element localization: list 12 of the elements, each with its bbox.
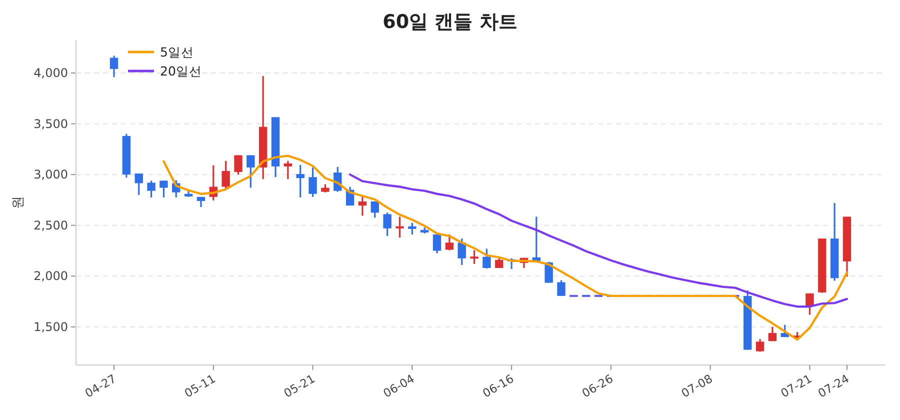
legend-label: 20일선 bbox=[160, 64, 202, 78]
ylabel: 원 bbox=[11, 196, 26, 209]
ytick: 1,500 bbox=[34, 320, 68, 334]
ytick: 2,000 bbox=[34, 269, 68, 284]
title: 60일 캔들 차트 bbox=[382, 11, 518, 33]
ytick: 3,500 bbox=[34, 116, 68, 131]
ytick: 3,000 bbox=[34, 168, 68, 182]
legend-item: 5일선 bbox=[128, 44, 194, 60]
legend-label: 5일선 bbox=[160, 44, 194, 60]
ytick: 2,500 bbox=[34, 218, 68, 232]
ytick: 4,000 bbox=[34, 66, 68, 80]
legend-item: 20일선 bbox=[128, 64, 202, 78]
